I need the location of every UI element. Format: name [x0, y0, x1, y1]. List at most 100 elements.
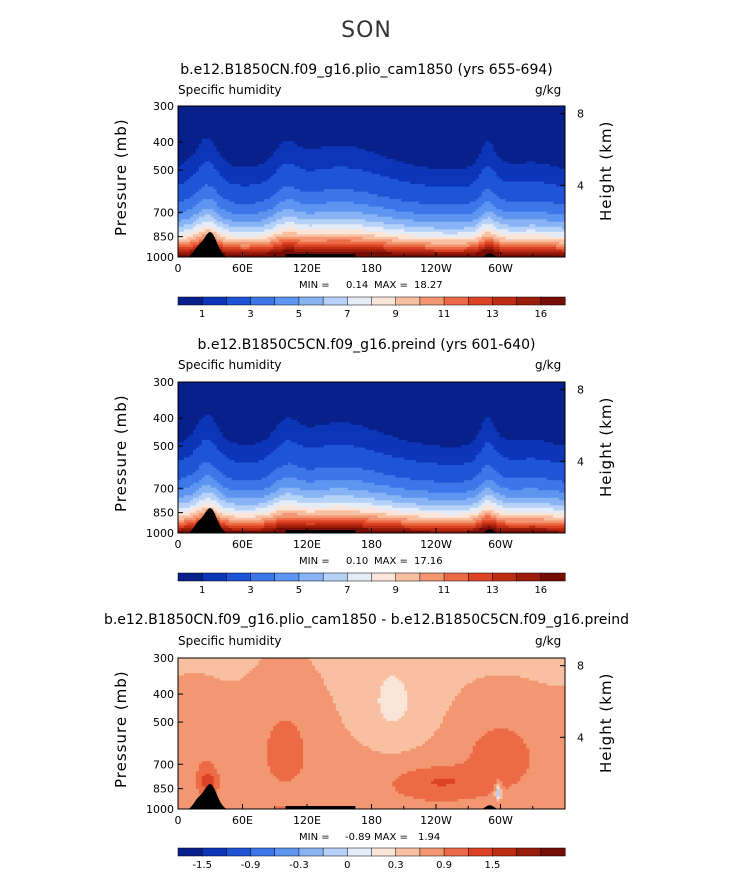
- contour-cell: [201, 209, 215, 213]
- contour-cell: [445, 713, 565, 717]
- contour-cell: [448, 708, 565, 712]
- contour-cell: [231, 234, 259, 238]
- contour-cell: [535, 457, 565, 461]
- contour-cell: [219, 429, 274, 433]
- contour-cell: [407, 700, 453, 704]
- contour-cell: [219, 507, 236, 511]
- contour-cell: [192, 244, 200, 248]
- contour-cell: [496, 429, 565, 433]
- contour-cell: [225, 437, 268, 441]
- contour-cell: [320, 675, 390, 679]
- contour-cell: [303, 146, 322, 150]
- contour-cell: [195, 781, 203, 785]
- contour-cell: [216, 771, 271, 775]
- contour-cell: [407, 771, 527, 775]
- contour-cell: [413, 163, 474, 167]
- contour-cell: [228, 439, 262, 443]
- contour-cell: [192, 432, 224, 436]
- contour-cell: [189, 454, 227, 459]
- height-tick-label: 8: [577, 384, 584, 397]
- contour-cell: [553, 201, 565, 205]
- contour-cell: [273, 728, 298, 732]
- contour-cell: [285, 199, 295, 203]
- contour-cell: [469, 756, 530, 760]
- contour-cell: [204, 673, 248, 677]
- contour-cell: [189, 500, 200, 504]
- colorbar-box: [468, 847, 493, 857]
- contour-cell: [493, 249, 501, 253]
- colorbar-box: [492, 296, 518, 306]
- contour-cell: [180, 234, 194, 238]
- contour-cell: [178, 715, 343, 719]
- panel-1-min-label: MIN =: [299, 280, 330, 291]
- contour-cell: [481, 510, 495, 514]
- contour-cell: [472, 751, 530, 755]
- contour-cell: [183, 517, 197, 522]
- contour-cell: [294, 221, 385, 225]
- contour-cell: [178, 434, 191, 438]
- colorbar-box: [298, 572, 324, 582]
- contour-cell: [178, 485, 191, 489]
- contour-cell: [505, 522, 565, 527]
- contour-cell: [431, 766, 530, 770]
- contour-cell: [493, 246, 501, 251]
- contour-cell: [178, 414, 206, 418]
- contour-cell: [416, 460, 474, 464]
- contour-cell: [282, 216, 298, 220]
- contour-cell: [195, 776, 203, 780]
- colorbar-label: 11: [438, 309, 451, 320]
- panel-2-max-label: MAX =: [374, 556, 408, 567]
- contour-cell: [383, 432, 480, 436]
- contour-cell: [213, 234, 221, 238]
- contour-cell: [350, 733, 435, 737]
- contour-cell: [246, 673, 322, 677]
- contour-cell: [493, 143, 565, 147]
- contour-cell: [431, 781, 456, 785]
- contour-cell: [189, 239, 200, 243]
- colorbar-box: [347, 296, 373, 306]
- contour-cell: [258, 211, 277, 215]
- contour-cell: [178, 505, 191, 509]
- contour-cell: [472, 477, 548, 481]
- contour-cell: [222, 244, 242, 248]
- contour-cell: [222, 452, 271, 456]
- contour-cell: [553, 442, 565, 446]
- contour-cell: [178, 758, 268, 762]
- contour-cell: [478, 485, 501, 489]
- contour-cell: [380, 708, 408, 712]
- contour-cell: [192, 206, 221, 210]
- contour-cell: [383, 244, 426, 248]
- contour-cell: [216, 495, 227, 499]
- contour-cell: [249, 246, 274, 251]
- contour-cell: [478, 249, 483, 253]
- contour-cell: [178, 718, 343, 722]
- contour-cell: [547, 211, 565, 215]
- contour-cell: [192, 452, 224, 456]
- contour-cell: [562, 249, 565, 253]
- contour-cell: [282, 231, 298, 235]
- contour-cell: [362, 224, 405, 228]
- contour-cell: [273, 449, 376, 454]
- contour-cell: [475, 495, 486, 499]
- contour-cell: [267, 746, 304, 750]
- colorbar-label: 3: [247, 585, 253, 596]
- contour-cell: [198, 444, 218, 449]
- contour-cell: [511, 783, 565, 787]
- contour-cell: [359, 510, 399, 514]
- contour-cell: [392, 781, 432, 785]
- contour-cell: [195, 427, 221, 431]
- contour-cell: [204, 414, 212, 418]
- contour-cell: [496, 470, 565, 474]
- contour-cell: [505, 510, 565, 514]
- contour-cell: [282, 477, 298, 481]
- contour-cell: [499, 249, 563, 253]
- contour-cell: [178, 402, 565, 406]
- contour-cell: [544, 517, 565, 522]
- contour-cell: [213, 221, 224, 225]
- contour-cell: [267, 753, 304, 757]
- contour-cell: [183, 673, 206, 677]
- contour-cell: [439, 444, 462, 449]
- contour-cell: [401, 495, 477, 499]
- contour-cell: [216, 201, 236, 205]
- contour-cell: [178, 705, 337, 709]
